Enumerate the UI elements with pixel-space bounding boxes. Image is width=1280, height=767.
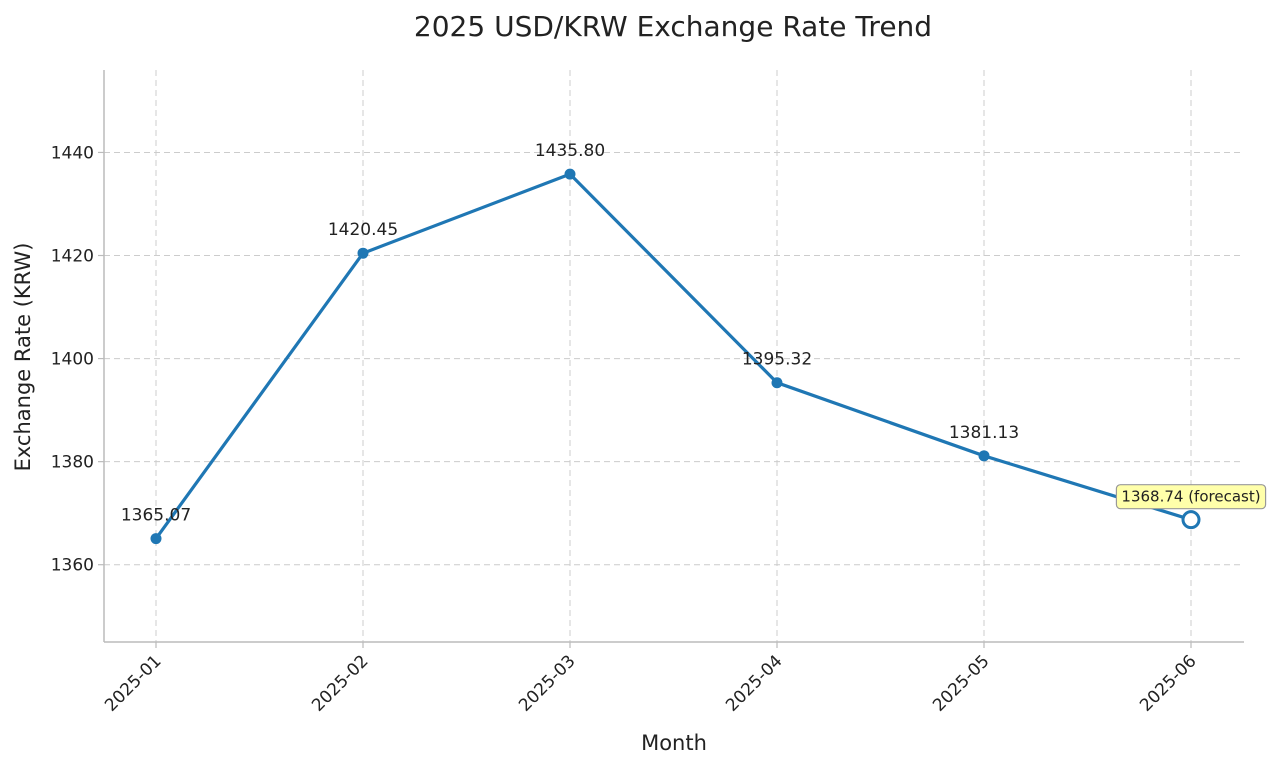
grid-lines (104, 70, 1244, 642)
data-point (150, 533, 162, 545)
x-tick-label: 2025-01 (101, 651, 165, 715)
x-tick-label: 2025-04 (722, 651, 786, 715)
data-point (564, 168, 576, 180)
axes-spines (103, 70, 1244, 643)
y-tick-label: 1440 (51, 143, 94, 163)
data-label: 1395.32 (742, 350, 812, 370)
data-point (978, 450, 990, 462)
data-label: 1435.80 (535, 141, 605, 161)
series-line (154, 172, 1192, 540)
forecast-label-box (1115, 484, 1267, 510)
forecast-data-label: 1368.74 (forecast) (1121, 488, 1260, 506)
x-tick-label: 2025-06 (1136, 651, 1200, 715)
forecast-point (1181, 510, 1201, 530)
data-label: 1381.13 (949, 423, 1019, 443)
data-point (357, 247, 369, 259)
forecast-annotation: 1368.74 (forecast) (1115, 484, 1267, 510)
y-tick-label: 1400 (51, 350, 94, 370)
chart-title: 2025 USD/KRW Exchange Rate Trend (414, 10, 932, 43)
series-layer (150, 168, 1201, 545)
data-point (771, 377, 783, 389)
data-label: 1365.07 (121, 506, 191, 526)
x-axis-label: Month (641, 731, 707, 755)
x-tick-label: 2025-02 (308, 651, 372, 715)
x-tick-label: 2025-05 (929, 651, 993, 715)
data-label: 1420.45 (328, 220, 398, 240)
y-tick-label: 1420 (51, 247, 94, 267)
data-labels: 1365.07 1420.45 1435.80 1395.32 1381.13 1368.… (121, 141, 1267, 526)
y-tick-label: 1360 (51, 556, 94, 576)
y-tick-label: 1380 (51, 453, 94, 473)
y-axis-label: Exchange Rate (KRW) (11, 243, 35, 472)
x-tick-label: 2025-03 (515, 651, 579, 715)
